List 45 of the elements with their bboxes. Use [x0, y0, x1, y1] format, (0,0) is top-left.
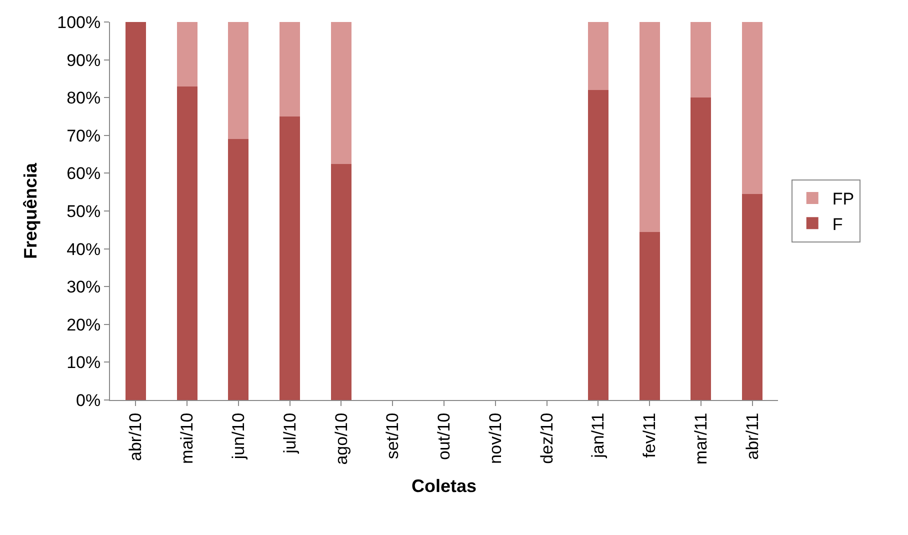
bar [742, 194, 763, 400]
x-tick-label: mai/10 [178, 412, 197, 464]
x-axis-title: Coletas [411, 476, 477, 496]
bar [690, 98, 712, 400]
bar [176, 86, 198, 400]
legend-label: F [832, 214, 843, 234]
legend-label: FP [832, 190, 854, 209]
x-tick-label: fev/11 [640, 412, 660, 458]
y-tick-label: 30% [66, 278, 101, 297]
bar [228, 139, 249, 400]
x-tick-label: out/10 [434, 412, 454, 460]
x-tick-label: jan/11 [588, 412, 608, 459]
x-tick-label: jun/10 [228, 412, 248, 460]
bar [639, 232, 660, 400]
bar [742, 22, 763, 194]
bar [125, 22, 146, 400]
bar [588, 90, 608, 400]
y-tick-label: 40% [66, 240, 101, 259]
bar [280, 22, 300, 116]
x-tick-label: abr/11 [742, 412, 762, 460]
y-tick-label: 90% [66, 50, 101, 70]
x-tick-label: dez/10 [537, 412, 556, 464]
y-tick-label: 20% [66, 315, 101, 334]
y-tick-label: 80% [66, 88, 101, 108]
x-tick-label: mar/11 [691, 412, 710, 464]
bar [176, 22, 198, 86]
y-axis-title: Frequência [20, 162, 40, 260]
y-tick-label: 100% [57, 12, 101, 32]
x-tick-label: ago/10 [332, 412, 351, 465]
bar [690, 22, 712, 98]
x-tick-label: set/10 [383, 412, 402, 460]
bar [639, 22, 660, 232]
x-tick-label: jul/10 [280, 412, 300, 454]
y-tick-label: 60% [66, 164, 101, 184]
x-tick-label: abr/10 [126, 412, 146, 462]
y-tick-label: 50% [66, 202, 101, 221]
bar [588, 22, 608, 90]
bar [330, 22, 352, 164]
bar [228, 22, 249, 140]
bar [280, 116, 300, 400]
y-tick-label: 10% [66, 353, 101, 372]
bar [330, 164, 352, 400]
y-tick-label: 70% [66, 126, 101, 146]
x-tick-label: nov/10 [486, 412, 505, 464]
y-tick-label: 0% [76, 390, 101, 410]
